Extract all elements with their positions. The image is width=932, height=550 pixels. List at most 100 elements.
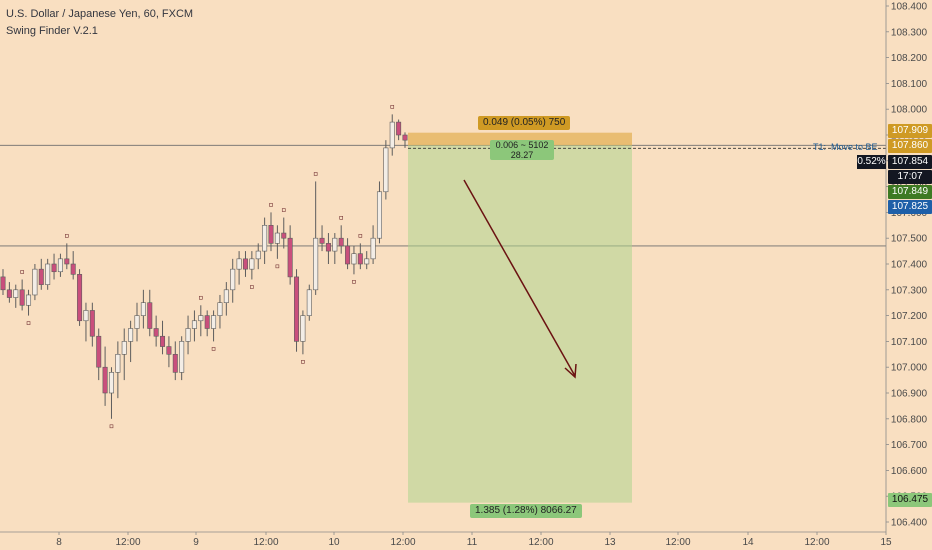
price-tick-label: 107.400 xyxy=(891,260,928,271)
candle-body xyxy=(128,328,134,342)
time-tick-label: 11 xyxy=(467,537,478,548)
time-tick-label: 12:00 xyxy=(115,537,140,548)
candle-body xyxy=(102,366,108,394)
candle-body xyxy=(242,258,248,270)
candle-body xyxy=(376,191,382,239)
time-tick-label: 14 xyxy=(742,537,754,548)
swing-high-marker xyxy=(65,234,69,238)
entry-label: 0.006 ~ 5102 xyxy=(495,140,549,150)
time-tick-label: 12:00 xyxy=(528,537,553,548)
price-tick-label: 107.000 xyxy=(891,363,928,374)
price-tick-label: 106.400 xyxy=(891,518,928,529)
candle-body xyxy=(255,250,261,260)
candle-body xyxy=(179,341,185,373)
candle-body xyxy=(402,134,408,141)
candle-body xyxy=(13,289,19,298)
swing-high-marker xyxy=(199,295,203,300)
candle-body xyxy=(345,245,351,265)
candle-body xyxy=(396,121,402,136)
price-tick-label: 107.200 xyxy=(891,311,928,322)
position-zones-layer[interactable] xyxy=(408,132,886,503)
time-tick-label: 13 xyxy=(604,537,616,548)
candle-body xyxy=(389,121,395,149)
price-axis[interactable]: 108.400108.300108.200108.100108.000107.9… xyxy=(885,0,928,532)
swing-high-marker xyxy=(269,203,273,207)
candle-body xyxy=(147,302,153,329)
candle-body xyxy=(191,320,197,329)
trend-arrow-layer[interactable] xyxy=(463,179,577,379)
candle-body xyxy=(351,253,357,265)
trend-arrow-shaft xyxy=(463,179,576,377)
swing-low-marker xyxy=(301,359,305,364)
time-axis[interactable]: 8 12:00 9 12:00 10 12:00 11 12:00 13 12:00 14 12:00… xyxy=(0,531,892,548)
candle-body xyxy=(217,302,223,316)
entry-label-box[interactable]: 0.006 ~ 5102 28.27 xyxy=(490,140,554,160)
time-tick-label: 15 xyxy=(880,537,892,548)
countdown-tag: 17:07 xyxy=(888,170,932,184)
candle-body xyxy=(64,258,70,265)
candle-body xyxy=(294,276,300,342)
candle-body xyxy=(32,268,38,296)
candle-body xyxy=(274,232,280,244)
swing-high-marker xyxy=(313,172,318,176)
stop-price-tag: 107.909 xyxy=(888,124,932,138)
candle-body xyxy=(370,237,376,260)
candle-body xyxy=(6,289,12,298)
ratio-label: 28.27 xyxy=(510,150,534,160)
candle-body xyxy=(0,276,6,291)
swing-high-marker xyxy=(390,105,395,109)
candles-layer xyxy=(0,114,408,419)
move-to-be-note[interactable]: T1: Move to BE xyxy=(813,142,878,152)
candle-body xyxy=(313,237,319,291)
candle-body xyxy=(211,315,217,329)
candle-body xyxy=(249,258,255,270)
price-tick-label: 108.300 xyxy=(891,27,928,38)
candle-body xyxy=(236,258,242,270)
change-pct-tag: 0.52% xyxy=(857,155,886,169)
candle-body xyxy=(223,289,229,303)
candle-body xyxy=(332,237,338,252)
symbol-title[interactable]: U.S. Dollar / Japanese Yen, 60, FXCM xyxy=(6,8,194,20)
target-price-tag: 106.475 xyxy=(888,493,932,507)
indicator-name[interactable]: Swing Finder V.2.1 xyxy=(6,25,98,37)
price-tick-label: 107.100 xyxy=(891,337,928,348)
swing-low-marker xyxy=(109,424,114,429)
candle-body xyxy=(306,289,312,316)
candle-body xyxy=(77,274,83,322)
blue-price-tag: 107.825 xyxy=(888,200,932,214)
candle-body xyxy=(96,335,102,368)
candle-body xyxy=(319,237,325,244)
swing-markers-layer xyxy=(20,105,395,429)
candle-body xyxy=(357,253,363,265)
time-tick-label: 9 xyxy=(193,537,199,548)
price-tick-label: 106.800 xyxy=(891,414,928,425)
candle-body xyxy=(89,310,95,337)
price-tick-label: 106.600 xyxy=(891,466,928,477)
candle-body xyxy=(198,315,204,322)
price-tick-label: 108.400 xyxy=(891,2,928,13)
time-tick-label: 12:00 xyxy=(804,537,829,548)
candle-body xyxy=(108,372,114,394)
risk-label[interactable]: 0.049 (0.05%) 750 xyxy=(478,116,571,130)
candle-body xyxy=(115,353,121,373)
swing-high-marker xyxy=(339,216,343,220)
candle-body xyxy=(383,147,389,193)
candle-body xyxy=(300,315,306,342)
price-tick-label: 108.000 xyxy=(891,105,928,116)
time-tick-label: 12:00 xyxy=(253,537,278,548)
candle-body xyxy=(172,353,178,373)
candle-body xyxy=(45,263,51,285)
candle-body xyxy=(140,302,146,316)
time-tick-label: 12:00 xyxy=(390,537,415,548)
candle-body xyxy=(51,263,57,273)
time-tick-label: 10 xyxy=(328,537,340,548)
trend-arrow-head xyxy=(564,363,577,379)
time-tick-label: 12:00 xyxy=(665,537,690,548)
reward-label[interactable]: 1.385 (1.28%) 8066.27 xyxy=(470,504,582,518)
last-price-tag: 107.854 xyxy=(888,155,932,169)
swing-low-marker xyxy=(352,280,356,284)
candle-body xyxy=(38,268,44,285)
swing-low-marker xyxy=(26,321,31,325)
